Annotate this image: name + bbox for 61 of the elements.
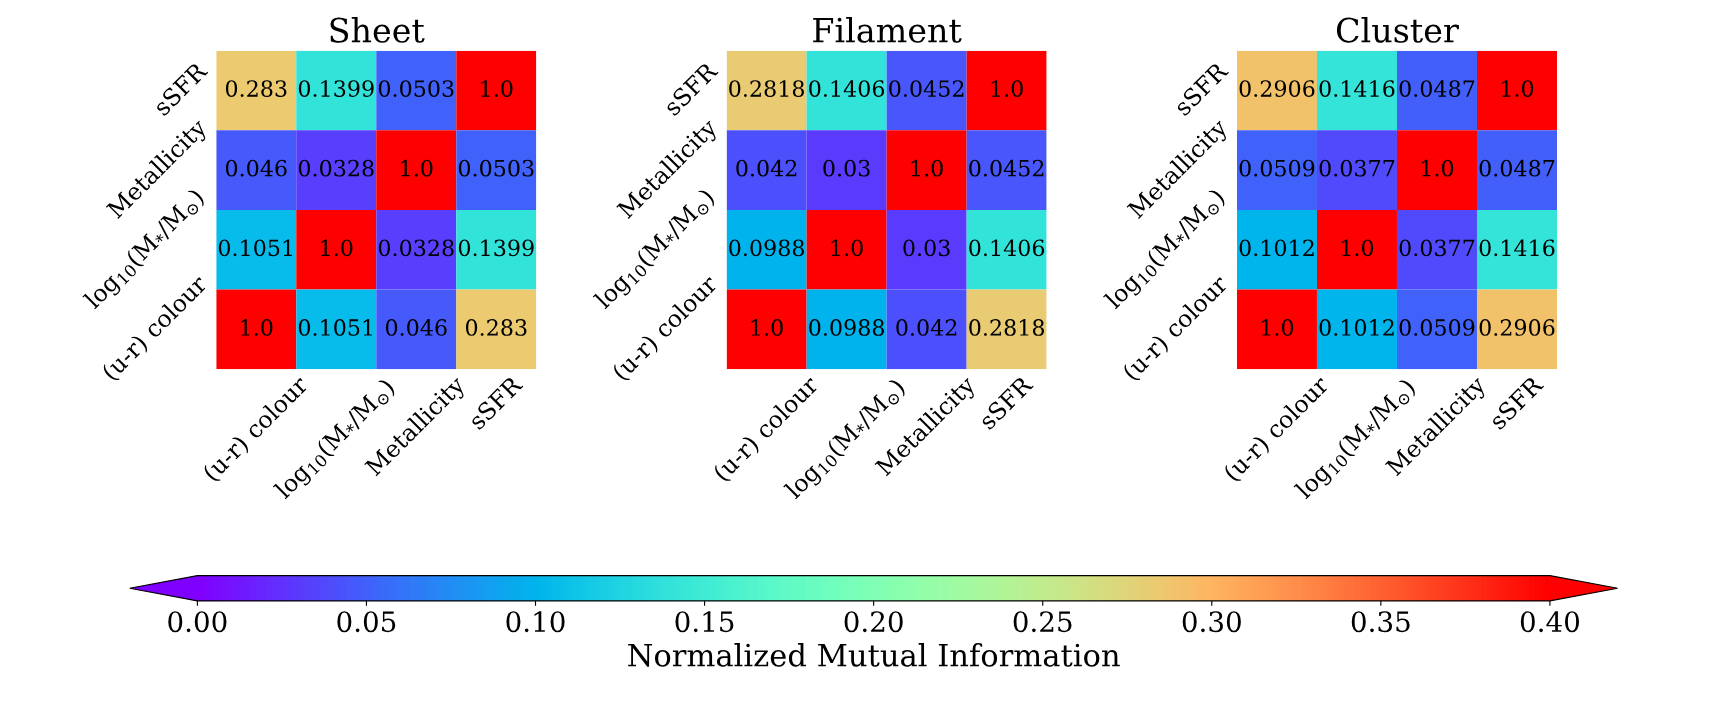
data-label: 1.0: [751, 319, 783, 336]
data-label: 0.283: [465, 319, 527, 336]
color-bar-label: 0.35: [1351, 611, 1410, 633]
data-label: 0.0509: [1399, 319, 1475, 336]
data-label: 0.0377: [1319, 159, 1395, 177]
color-bar-title: Normalized Mutual Information: [628, 643, 1120, 667]
data-label: 1.0: [481, 80, 513, 97]
chart-title: Cluster: [1336, 17, 1459, 43]
data-label: 0.0377: [1399, 239, 1475, 257]
data-label: 0.2906: [1239, 80, 1315, 97]
data-label: 0.0988: [729, 239, 804, 257]
data-label: 0.283: [225, 80, 287, 97]
data-label: 1.0: [1262, 319, 1294, 336]
data-label: 0.0487: [1399, 80, 1475, 97]
color-bar-label: 0.00: [168, 611, 227, 633]
data-label: 0.1399: [458, 239, 534, 257]
data-label: 1.0: [1502, 80, 1534, 97]
color-bar-label: 0.30: [1182, 611, 1241, 633]
color-bar-label: 0.10: [506, 611, 565, 633]
data-label: 1.0: [321, 239, 353, 257]
data-label: 0.042: [736, 159, 797, 177]
chart-title: Filament: [813, 17, 962, 43]
data-label: 0.1406: [809, 80, 885, 97]
color-bar-label: 0.20: [844, 611, 903, 633]
data-label: 1.0: [911, 159, 943, 177]
data-label: 0.1012: [1239, 239, 1314, 257]
data-label: 0.03: [823, 159, 870, 177]
data-label: 0.2906: [1479, 319, 1555, 336]
data-label: 0.0509: [1239, 159, 1315, 177]
data-label: 0.1416: [1319, 80, 1395, 97]
data-label: 1.0: [1422, 159, 1454, 177]
data-label: 0.0487: [1479, 159, 1555, 177]
data-label: 0.042: [896, 319, 957, 336]
data-label: 1.0: [991, 80, 1023, 97]
data-label: 0.1051: [218, 239, 292, 257]
data-label: 0.1051: [298, 319, 372, 336]
chart-title: Sheet: [330, 17, 425, 43]
data-label: 1.0: [831, 239, 863, 257]
color-bar-label: 0.15: [675, 611, 734, 633]
data-label: 0.1416: [1479, 239, 1555, 257]
data-label: 0.2818: [729, 80, 804, 97]
data-label: 0.046: [385, 319, 447, 336]
data-label: 0.1012: [1319, 319, 1394, 336]
color-bar-label: 0.40: [1520, 611, 1579, 633]
data-label: 0.0503: [378, 80, 454, 97]
data-label: 0.0328: [378, 239, 454, 257]
data-label: 1.0: [1342, 239, 1374, 257]
data-label: 1.0: [401, 159, 433, 177]
data-label: 0.1399: [298, 80, 374, 97]
color-bar-label: 0.25: [1013, 611, 1072, 633]
data-label: 0.046: [225, 159, 287, 177]
data-label: 1.0: [241, 319, 273, 336]
data-label: 0.0988: [809, 319, 884, 336]
data-label: 0.0452: [969, 159, 1044, 177]
data-label: 0.03: [903, 239, 950, 257]
color-bar-label: 0.05: [337, 611, 396, 633]
data-label: 0.0503: [458, 159, 534, 177]
data-label: 0.0328: [298, 159, 374, 177]
data-label: 0.0452: [889, 80, 964, 97]
data-label: 0.1406: [969, 239, 1045, 257]
data-label: 0.2818: [969, 319, 1045, 336]
